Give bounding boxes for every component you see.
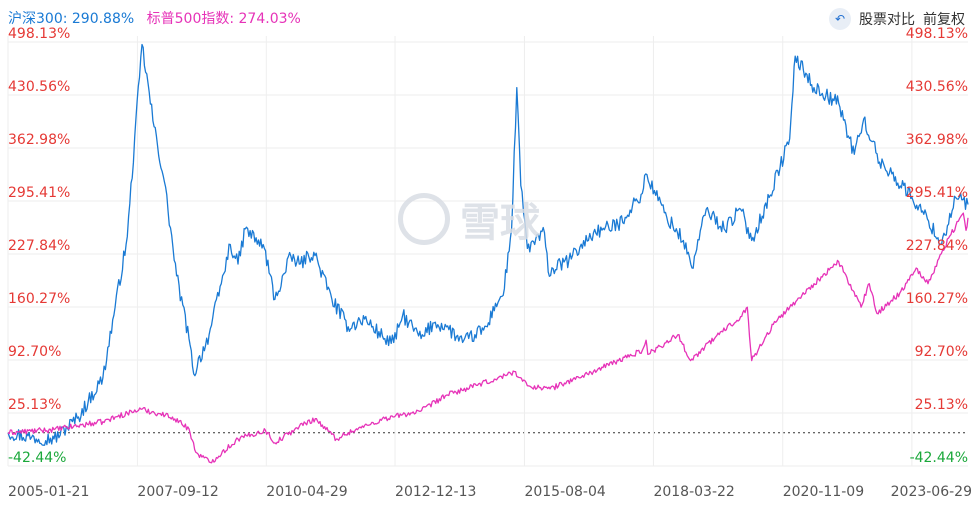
y-tick-label-left: 430.56% [8, 79, 70, 95]
x-axis-labels: 2005-01-21 2007-09-12 2010-04-29 2012-12-13… [8, 484, 972, 500]
legend-hs300: 沪深300: 290.88% [8, 11, 135, 27]
series-line-sp500 [7, 212, 969, 464]
x-tick-label: 2018-03-22 [653, 484, 734, 500]
y-tick-label-right: 362.98% [906, 132, 968, 148]
y-tick-label-right: 295.41% [906, 185, 968, 201]
stock-compare-button[interactable]: 股票对比 [859, 12, 915, 28]
watermark-text: 雪球 [460, 200, 540, 246]
y-tick-label-left: 498.13% [8, 26, 70, 42]
x-tick-label: 2020-11-09 [783, 484, 864, 500]
watermark: 雪球 [398, 190, 540, 248]
y-tick-label-left: -42.44% [8, 450, 66, 466]
series-line-hs300 [7, 43, 969, 446]
chart-controls: ↶ 股票对比 前复权 [829, 8, 965, 30]
legend: 沪深300: 290.88% 标普500指数: 274.03% [8, 8, 309, 28]
y-axis-labels: 498.13% 498.13% 430.56% 430.56% 362.98% 362.9… [8, 26, 968, 466]
x-tick-label: 2005-01-21 [8, 484, 89, 500]
y-tick-label-right: -42.44% [910, 450, 968, 466]
y-tick-label-right: 160.27% [906, 291, 968, 307]
undo-icon[interactable]: ↶ [829, 8, 851, 30]
y-tick-label-left: 362.98% [8, 132, 70, 148]
y-tick-label-right: 498.13% [906, 26, 968, 42]
x-tick-label: 2012-12-13 [395, 484, 476, 500]
x-tick-label: 2010-04-29 [266, 484, 347, 500]
y-tick-label-right: 25.13% [915, 397, 968, 413]
x-tick-label: 2015-08-04 [524, 484, 605, 500]
y-tick-label-left: 227.84% [8, 238, 70, 254]
y-tick-label-right: 430.56% [906, 79, 968, 95]
y-tick-label-left: 295.41% [8, 185, 70, 201]
x-tick-label: 2023-06-29 [891, 484, 972, 500]
gridlines [7, 36, 968, 467]
y-tick-label-right: 92.70% [915, 344, 968, 360]
y-tick-label-left: 160.27% [8, 291, 70, 307]
x-tick-label: 2007-09-12 [137, 484, 218, 500]
snowball-logo-icon [398, 193, 450, 245]
y-tick-label-left: 92.70% [8, 344, 61, 360]
y-tick-label-right: 227.84% [906, 238, 968, 254]
y-tick-label-left: 25.13% [8, 397, 61, 413]
adjust-mode-button[interactable]: 前复权 [923, 12, 965, 28]
series-layer [7, 43, 969, 464]
legend-sp500: 标普500指数: 274.03% [146, 11, 301, 27]
